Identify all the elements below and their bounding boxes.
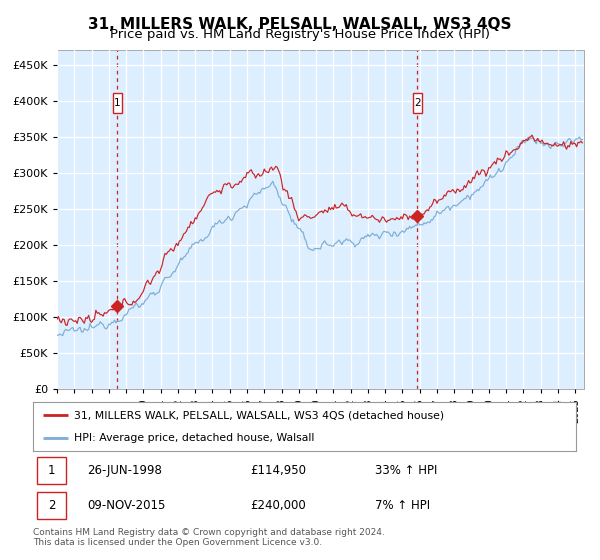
Text: This data is licensed under the Open Government Licence v3.0.: This data is licensed under the Open Gov… [33,538,322,547]
FancyBboxPatch shape [37,492,65,519]
Text: 33% ↑ HPI: 33% ↑ HPI [375,464,437,477]
Text: 26-JUN-1998: 26-JUN-1998 [88,464,162,477]
Text: £240,000: £240,000 [250,499,306,512]
Text: 2: 2 [414,98,421,108]
Text: 1: 1 [114,98,121,108]
Text: 09-NOV-2015: 09-NOV-2015 [88,499,166,512]
Text: 1: 1 [48,464,55,477]
Text: £114,950: £114,950 [250,464,306,477]
Text: Contains HM Land Registry data © Crown copyright and database right 2024.: Contains HM Land Registry data © Crown c… [33,528,385,536]
Text: Price paid vs. HM Land Registry's House Price Index (HPI): Price paid vs. HM Land Registry's House … [110,28,490,41]
Text: 7% ↑ HPI: 7% ↑ HPI [375,499,430,512]
Text: 2: 2 [48,499,55,512]
FancyBboxPatch shape [413,93,422,113]
Text: HPI: Average price, detached house, Walsall: HPI: Average price, detached house, Wals… [74,433,314,442]
Text: 31, MILLERS WALK, PELSALL, WALSALL, WS3 4QS: 31, MILLERS WALK, PELSALL, WALSALL, WS3 … [88,17,512,32]
FancyBboxPatch shape [113,93,122,113]
Text: 31, MILLERS WALK, PELSALL, WALSALL, WS3 4QS (detached house): 31, MILLERS WALK, PELSALL, WALSALL, WS3 … [74,410,444,420]
FancyBboxPatch shape [37,457,65,484]
